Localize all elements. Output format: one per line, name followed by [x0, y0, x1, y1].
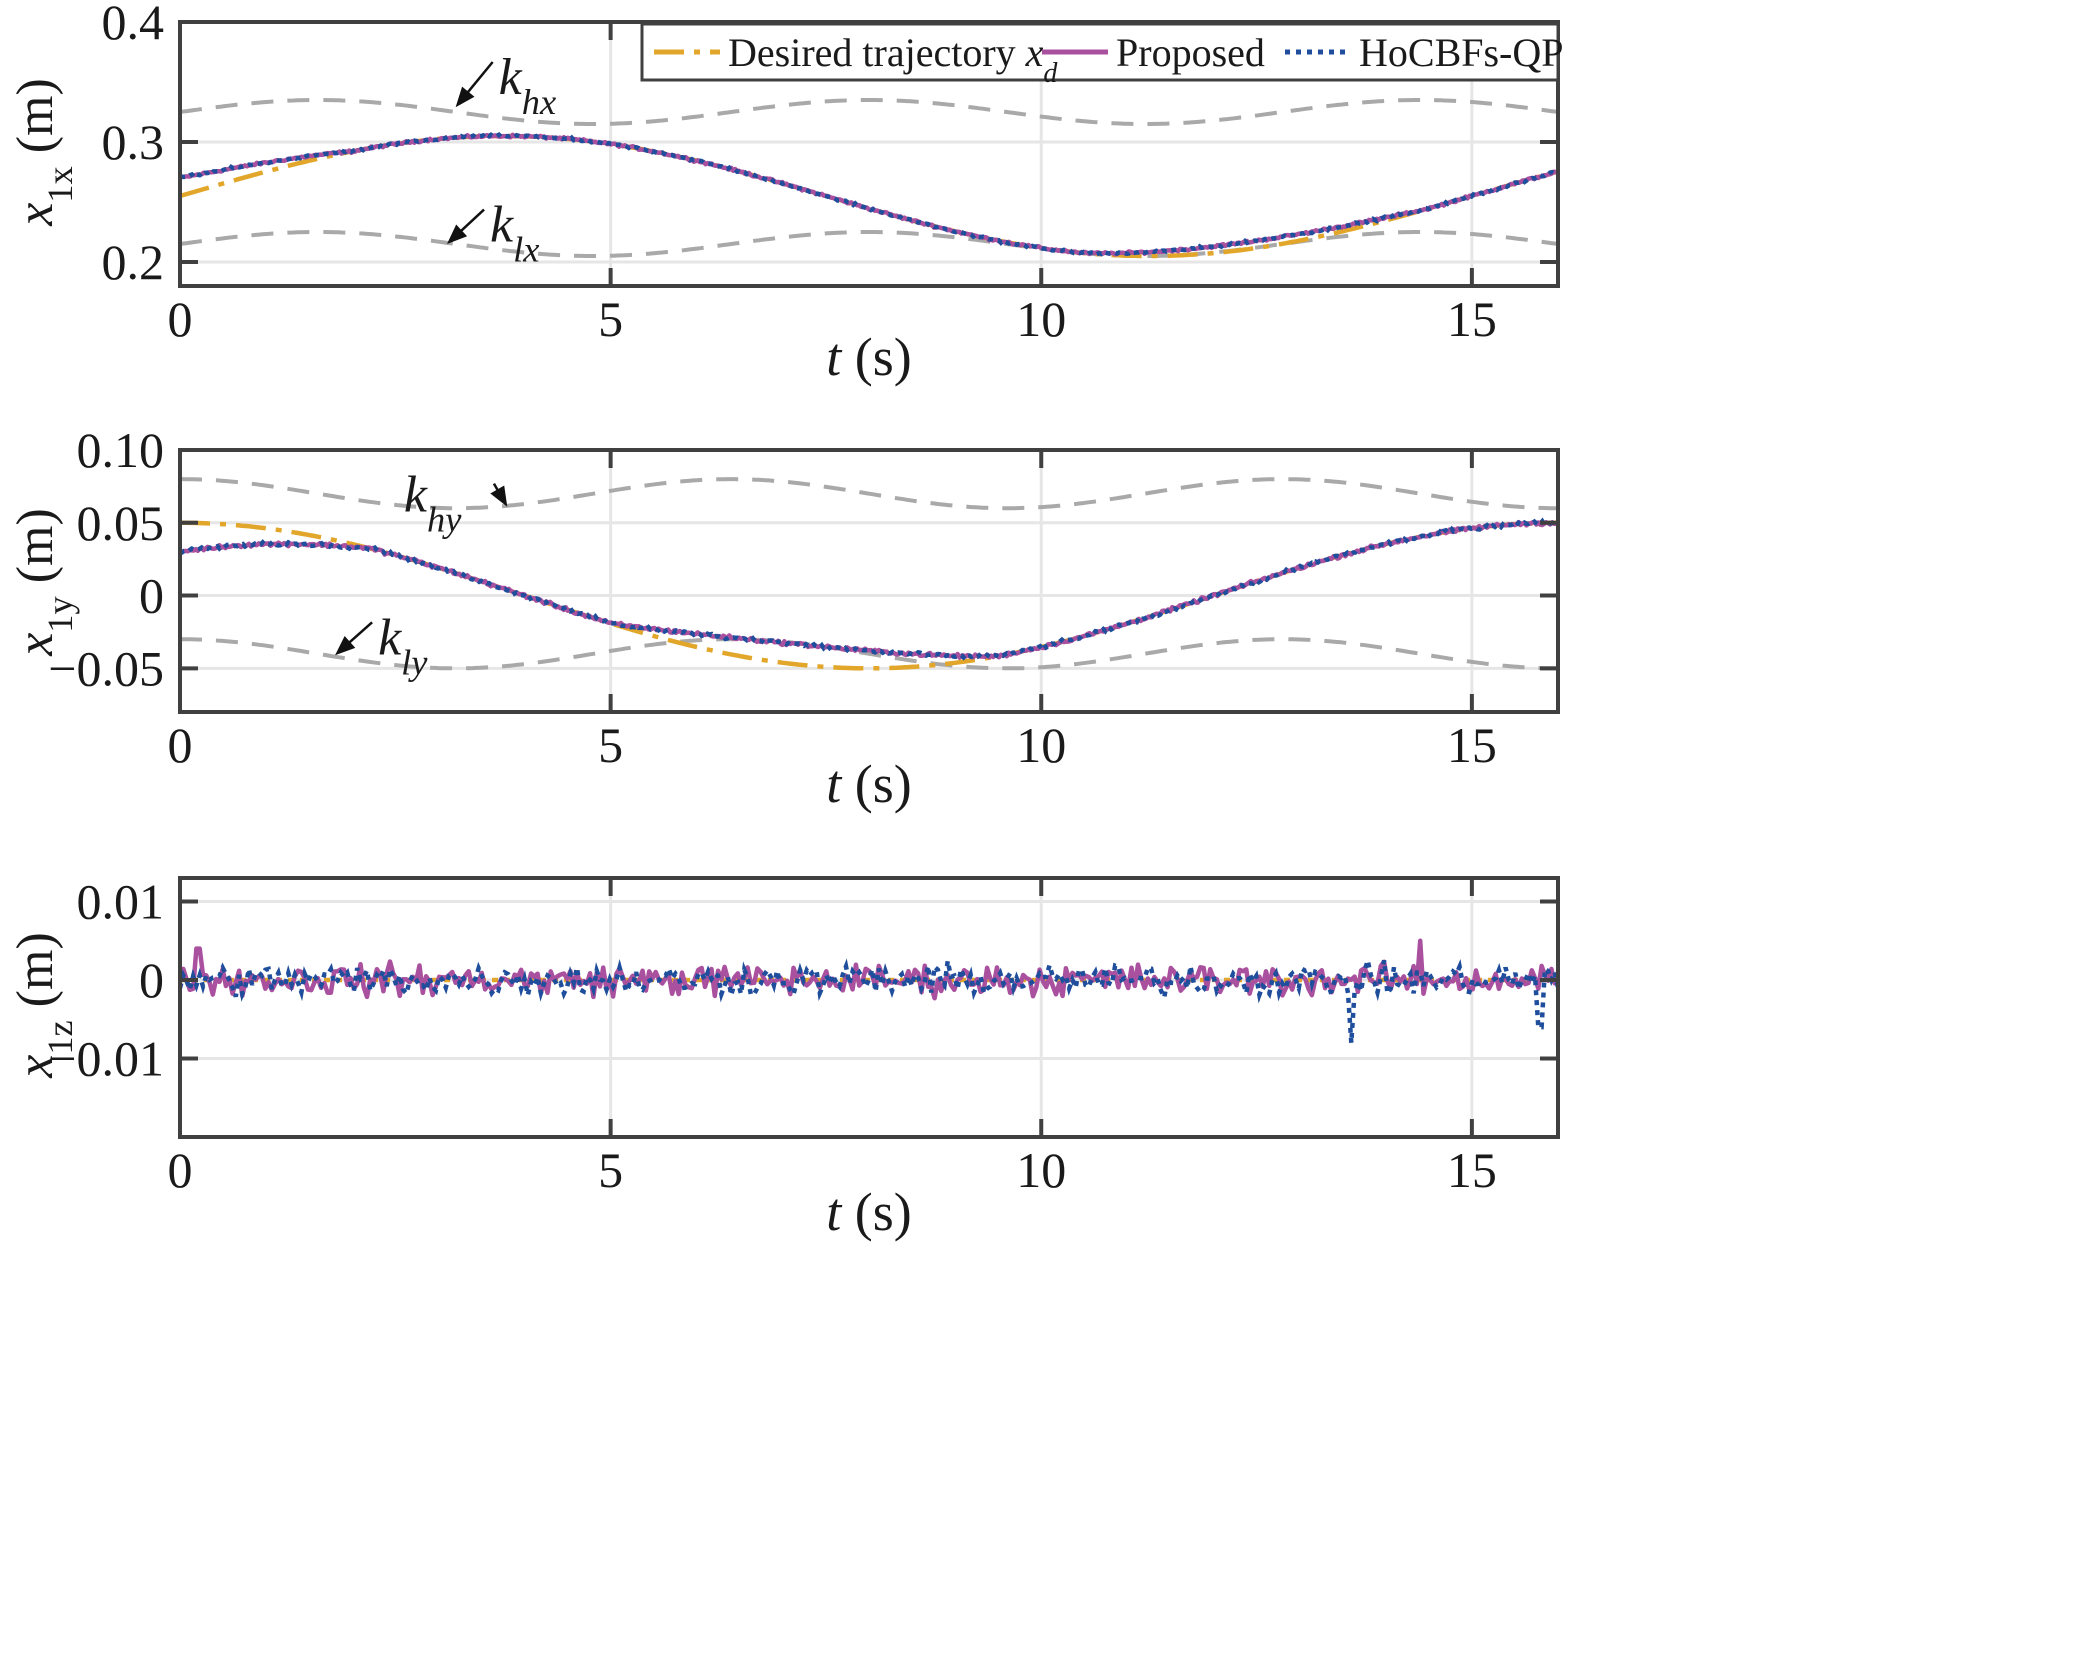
x-tick-label: 0 [168, 1142, 193, 1198]
y-tick-label: 0.10 [77, 422, 165, 478]
x-tick-label: 10 [1016, 1142, 1066, 1198]
upper-bound-line [180, 477, 1558, 511]
x-tick-label: 10 [1016, 717, 1066, 773]
y-tick-label: 0.4 [102, 0, 165, 50]
y-axis-label: x1y (m) [7, 508, 80, 657]
y-tick-label: 0 [139, 952, 164, 1008]
desired-trajectory-line [180, 133, 1558, 259]
legend-item-label: Proposed [1116, 30, 1265, 75]
annotation-arrow-head [446, 224, 468, 244]
legend: Desired trajectory xd Proposed HoCBFs-QP [640, 22, 1564, 89]
y-axis-label: x1x (m) [7, 78, 80, 227]
x-axis-label: t (s) [826, 327, 912, 387]
x-tick-label: 15 [1447, 291, 1497, 347]
proposed-line [180, 132, 1558, 257]
plot-area [180, 98, 1558, 259]
annotation-arrow-head [335, 635, 356, 656]
plot-area [180, 477, 1558, 671]
x-tick-label: 15 [1447, 717, 1497, 773]
x-tick-label: 5 [598, 1142, 623, 1198]
plot-area [180, 938, 1558, 1043]
y-tick-label: −0.01 [48, 1031, 164, 1087]
x-tick-label: 15 [1447, 1142, 1497, 1198]
upper-bound-line [180, 98, 1558, 126]
hocbf-qp-line [180, 131, 1558, 258]
legend-item-label: HoCBFs-QP [1359, 30, 1564, 75]
y-tick-label: 0.2 [102, 234, 165, 290]
lower-bound-line [180, 230, 1558, 258]
axes-box [178, 876, 1560, 1139]
x-tick-label: 0 [168, 291, 193, 347]
y-axis-label: x1z (m) [7, 932, 80, 1079]
axes-box [178, 448, 1560, 714]
bound-annotation-label: kly [378, 609, 428, 682]
axes-box [178, 20, 1560, 288]
bound-annotation-label: klx [490, 197, 539, 270]
hocbf-qp-line [180, 517, 1558, 661]
y-tick-label: 0.01 [77, 874, 165, 930]
proposed-line [180, 938, 1558, 1001]
annotation-arrow-head [455, 86, 475, 108]
x-tick-label: 10 [1016, 291, 1066, 347]
x-tick-label: 5 [598, 291, 623, 347]
lower-bound-line [180, 637, 1558, 671]
y-tick-label: 0.05 [77, 495, 165, 551]
bound-annotation-label: khy [404, 467, 462, 540]
bound-annotation-label: khx [499, 49, 556, 122]
x-tick-label: 5 [598, 717, 623, 773]
y-tick-label: 0.3 [102, 114, 165, 170]
x-axis-label: t (s) [826, 1182, 912, 1242]
annotation-arrow-head [490, 485, 508, 507]
legend-item-label: Desired trajectory xd [728, 30, 1058, 89]
x-tick-label: 0 [168, 717, 193, 773]
x-axis-label: t (s) [826, 754, 912, 814]
y-tick-label: 0 [139, 568, 164, 624]
y-tick-label: −0.05 [48, 640, 164, 696]
